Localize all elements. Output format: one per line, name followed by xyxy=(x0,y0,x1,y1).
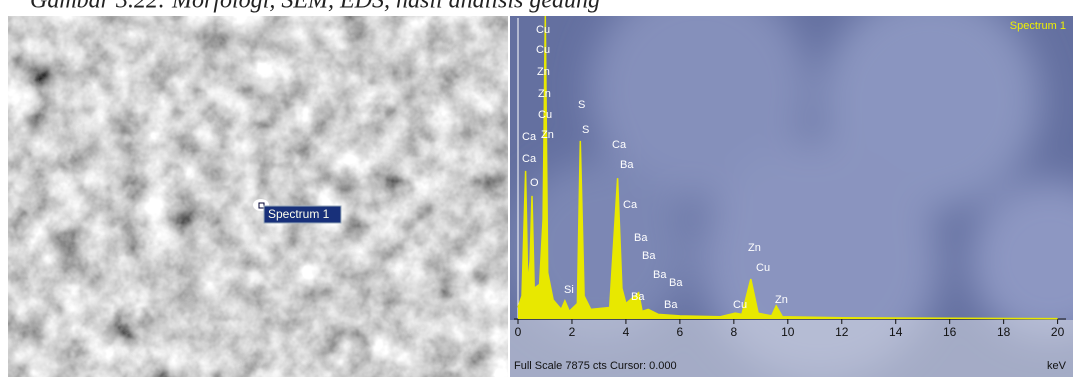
peak-label: Zn xyxy=(541,129,554,141)
peak-label: Ba xyxy=(631,291,645,303)
x-tick-label: 18 xyxy=(997,325,1011,339)
peak-label: Ba xyxy=(620,159,634,171)
peak-label: Ca xyxy=(522,131,537,143)
spectrum-line xyxy=(517,15,1058,320)
peak-label: Ba xyxy=(669,277,683,289)
peak-label: Cu xyxy=(756,262,770,274)
peak-label: Cu xyxy=(733,299,747,311)
x-tick-label: 8 xyxy=(730,325,737,339)
footer: Full Scale 7875 cts Cursor: 0.000 xyxy=(514,360,677,372)
caption: Gambar 3.22: Morfologi, SEM, EDS, hasil … xyxy=(30,0,600,14)
spectrum-title: Spectrum 1 xyxy=(1010,20,1066,32)
peak-label: Zn xyxy=(537,66,550,78)
x-tick-label: 0 xyxy=(515,325,522,339)
peak-label: Ba xyxy=(664,299,678,311)
peak-label: O xyxy=(530,177,539,189)
x-tick-label: 2 xyxy=(569,325,576,339)
x-tick-label: 14 xyxy=(889,325,903,339)
sem-texture xyxy=(8,16,508,377)
peak-label: Ba xyxy=(642,250,656,262)
x-tick-label: 4 xyxy=(623,325,630,339)
peak-label: Cu xyxy=(538,109,552,121)
peak-label: Ba xyxy=(653,269,667,281)
peak-label: Zn xyxy=(775,294,788,306)
peak-label: Ca xyxy=(522,153,537,165)
sem-label: Spectrum 1 xyxy=(268,207,330,221)
peak-label: Si xyxy=(564,284,574,296)
peak-label: S xyxy=(582,124,589,136)
peak-label: Ca xyxy=(612,139,627,151)
x-tick-label: 20 xyxy=(1051,325,1065,339)
peak-label: Ca xyxy=(623,199,638,211)
x-tick-label: 16 xyxy=(943,325,957,339)
peak-label: Zn xyxy=(748,242,761,254)
peak-label: Zn xyxy=(538,88,551,100)
peak-label: Cu xyxy=(536,24,550,36)
x-axis-label: keV xyxy=(1047,360,1067,372)
x-tick-label: 12 xyxy=(835,325,849,339)
peak-label: S xyxy=(578,99,585,111)
x-tick-label: 6 xyxy=(677,325,684,339)
peak-label: Cu xyxy=(536,44,550,56)
label-box xyxy=(263,205,342,224)
x-tick-label: 10 xyxy=(781,325,795,339)
peak-label: Ba xyxy=(634,232,648,244)
axis-band xyxy=(510,320,1073,377)
